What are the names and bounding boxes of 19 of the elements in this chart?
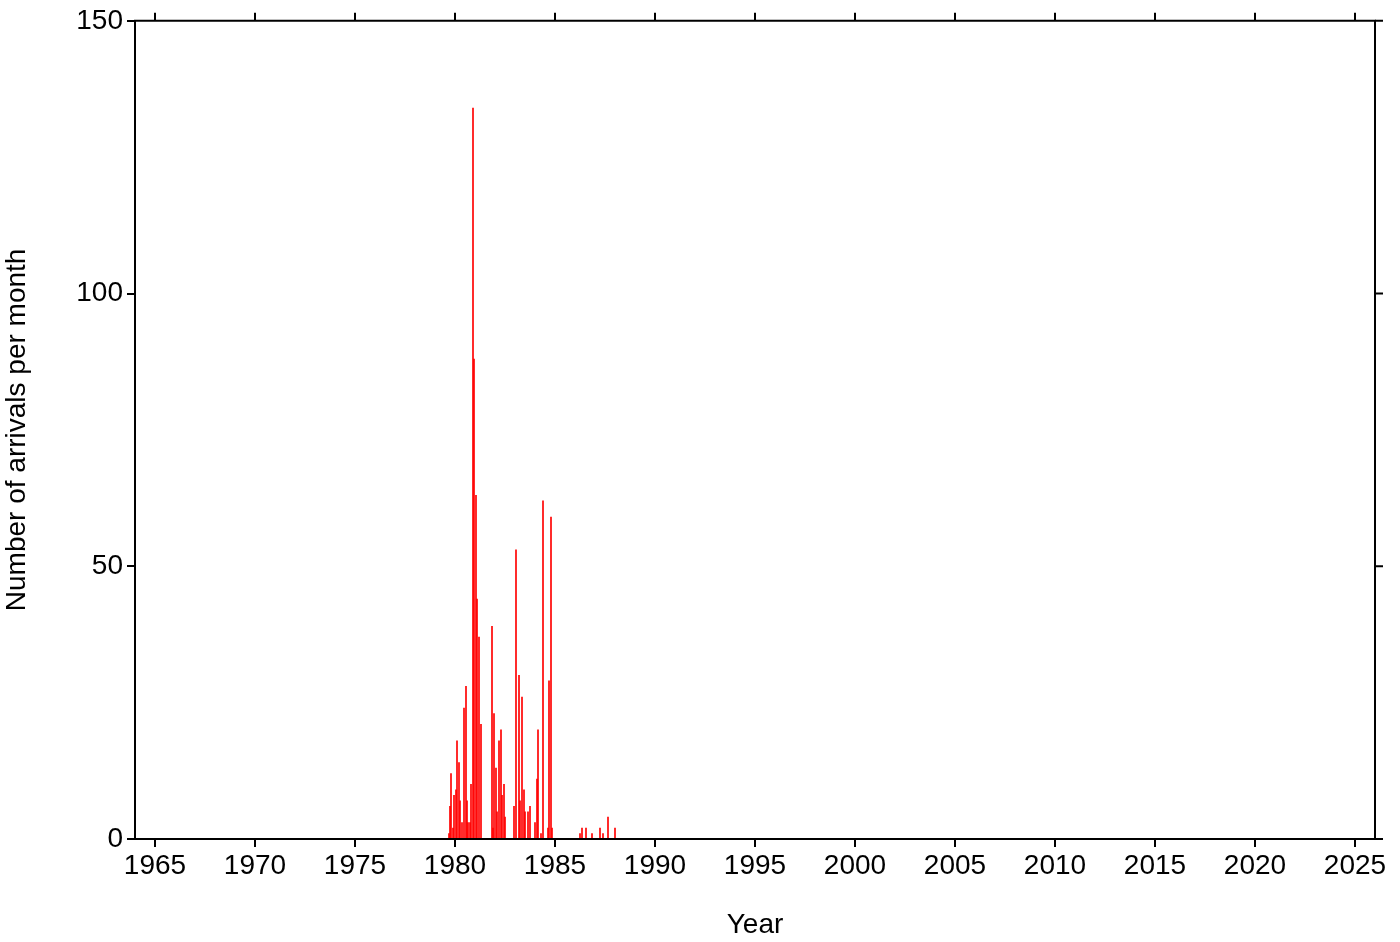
x-tick-label: 2000 (823, 848, 887, 880)
y-tick-label: 150 (76, 3, 123, 35)
x-tick-label: 1985 (523, 848, 587, 880)
y-tick-label: 0 (107, 821, 123, 853)
x-tick-label: 1970 (223, 848, 287, 880)
x-tick-label: 2020 (1223, 848, 1287, 880)
x-axis-title: Year (726, 907, 784, 939)
x-tick-label: 2010 (1023, 848, 1087, 880)
x-tick-label: 2005 (923, 848, 987, 880)
y-tick-label: 50 (91, 548, 123, 580)
x-tick-label: 1965 (123, 848, 187, 880)
x-tick-label: 1995 (723, 848, 787, 880)
x-tick-label: 2025 (1323, 848, 1387, 880)
y-tick-label: 100 (76, 276, 123, 308)
x-tick-label: 1975 (323, 848, 387, 880)
x-tick-label: 1990 (623, 848, 687, 880)
y-axis-title: Number of arrivals per month (0, 248, 31, 612)
x-tick-label: 1980 (423, 848, 487, 880)
x-tick-label: 2015 (1123, 848, 1187, 880)
